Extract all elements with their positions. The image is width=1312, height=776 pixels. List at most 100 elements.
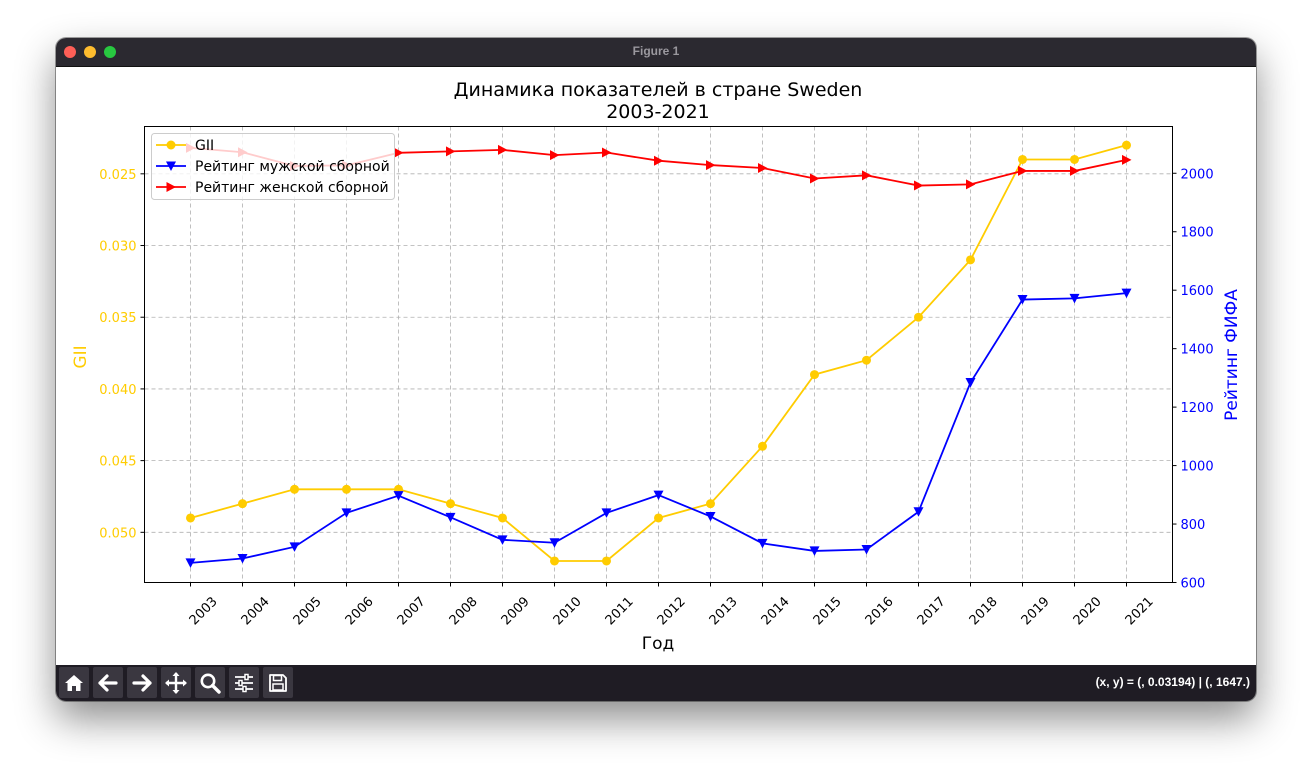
x-tick-label: 2013 [707, 594, 741, 628]
men-rating-point [913, 507, 924, 517]
minimize-window-button[interactable] [84, 46, 96, 58]
pan-button[interactable] [161, 667, 191, 698]
x-tick-label: 2016 [863, 594, 897, 628]
women-rating-point [1018, 165, 1028, 176]
gii-point [654, 513, 663, 523]
gii-point [498, 513, 507, 523]
x-tick-label: 2014 [759, 594, 793, 628]
legend-label-women-rating: Рейтинг женской сборной [195, 180, 389, 196]
left-y-tick-label: 0.045 [99, 455, 136, 470]
men-rating-point [1017, 295, 1028, 305]
zoom-icon [200, 673, 221, 694]
x-axis-label: Год [642, 634, 675, 654]
figure-window: Figure 1 2003 2004 2005 2006 2007 2008 2009 201… [56, 38, 1256, 701]
right-y-tick-label: 1800 [1181, 226, 1214, 241]
home-button[interactable] [59, 667, 89, 698]
x-tick-label: 2011 [603, 594, 637, 628]
x-tick-label: 2021 [1123, 594, 1157, 628]
save-button[interactable] [263, 667, 293, 698]
chart-canvas[interactable]: 2003 2004 2005 2006 2007 2008 2009 2010 2011 2012… [56, 67, 1256, 665]
men-rating-point [653, 490, 664, 501]
women-rating-point [550, 150, 560, 161]
legend-marker-gii [166, 140, 176, 150]
title-bar: Figure 1 [56, 38, 1256, 67]
right-y-tick-label: 1600 [1181, 284, 1214, 299]
forward-button[interactable] [127, 667, 157, 698]
women-rating-point [862, 170, 872, 181]
window-title: Figure 1 [632, 44, 680, 58]
configure-subplots-button[interactable] [229, 667, 259, 698]
right-y-tick-label: 1000 [1181, 460, 1214, 475]
right-y-tick-label: 800 [1181, 518, 1206, 533]
gii-point [706, 499, 715, 509]
men-rating-point [393, 491, 404, 501]
x-tick-label: 2019 [1019, 594, 1053, 628]
save-icon [269, 673, 287, 692]
chart-title: Динамика показателей в стране Sweden [454, 79, 863, 101]
men-rating-point [809, 546, 820, 556]
x-tick-label: 2005 [291, 594, 325, 628]
left-y-tick-label: 0.025 [99, 168, 136, 183]
close-window-button[interactable] [64, 46, 76, 58]
men-rating-point [861, 544, 872, 555]
left-y-tick-label: 0.040 [99, 383, 136, 398]
men-rating-point [445, 512, 456, 523]
women-rating-point [966, 179, 976, 190]
configure-subplots-icon [235, 673, 253, 692]
x-tick-label: 2015 [811, 594, 845, 628]
x-tick-label: 2006 [343, 594, 377, 628]
right-axis-label: Рейтинг ФИФА [1222, 289, 1242, 421]
back-button[interactable] [93, 667, 123, 698]
home-icon [65, 674, 83, 691]
gii-point [238, 499, 247, 509]
legend-label-men-rating: Рейтинг мужской сборной [195, 159, 390, 175]
gii-point [342, 484, 351, 494]
gii-point [914, 312, 923, 322]
toolbar: (x, y) = (, 0.03194) | (, 1647.) [56, 665, 1256, 701]
left-y-tick-label: 0.035 [99, 311, 136, 326]
gii-point [758, 441, 767, 451]
gii-point [1018, 154, 1027, 164]
gii-point [1070, 154, 1079, 164]
men-rating-point [601, 508, 612, 518]
men-rating-point [705, 511, 716, 522]
maximize-window-button[interactable] [104, 46, 116, 58]
men-rating-point [497, 535, 508, 545]
women-rating-point [758, 163, 768, 174]
women-rating-point [394, 147, 404, 158]
left-axis-label: GII [71, 345, 91, 368]
right-y-tick-label: 1400 [1181, 343, 1214, 358]
legend: GII Рейтинг мужской сборной Рейтинг женско… [151, 133, 395, 200]
gii-point [966, 255, 975, 265]
women-rating-point [1122, 154, 1132, 165]
zoom-button[interactable] [195, 667, 225, 698]
women-rating-point [602, 147, 612, 158]
x-tick-label: 2017 [915, 594, 949, 628]
legend-marker-women-rating [166, 182, 176, 192]
x-tick-label: 2009 [499, 594, 533, 628]
women-rating-point [654, 155, 664, 166]
axes: 2003 2004 2005 2006 2007 2008 2009 2010 2011 2012… [99, 167, 1213, 628]
right-y-tick-label: 1200 [1181, 401, 1214, 416]
x-tick-label: 2012 [655, 594, 689, 628]
men-rating-point [341, 508, 352, 518]
x-tick-label: 2008 [447, 594, 481, 628]
left-y-tick-label: 0.050 [99, 526, 136, 541]
x-tick-label: 2004 [239, 594, 273, 628]
gii-point [602, 556, 611, 566]
women-rating-point [446, 146, 456, 157]
men-rating-point [237, 554, 248, 564]
women-rating-point [498, 144, 508, 155]
x-tick-label: 2020 [1071, 594, 1105, 628]
left-y-tick-label: 0.030 [99, 240, 136, 255]
gii-point [186, 513, 195, 523]
women-rating-point [810, 173, 820, 184]
men-rating-point [1069, 293, 1080, 304]
gii-point [290, 484, 299, 494]
x-tick-label: 2018 [967, 594, 1001, 628]
men-rating-point [185, 558, 196, 568]
women-rating-point [914, 180, 924, 191]
right-y-tick-label: 2000 [1181, 167, 1214, 182]
x-tick-label: 2003 [187, 594, 221, 628]
women-rating-point [706, 160, 716, 171]
